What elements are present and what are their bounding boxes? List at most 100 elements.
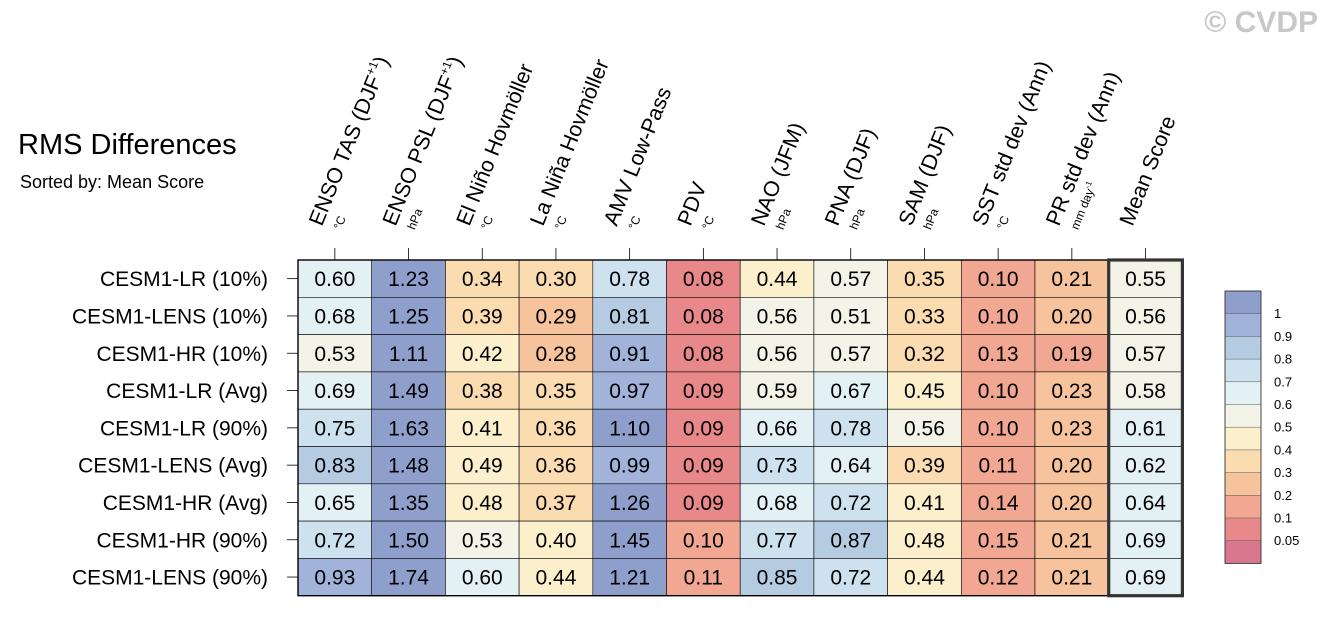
heatmap-cell <box>1108 520 1183 559</box>
cell-value: 0.08 <box>683 305 724 328</box>
row-label: CESM1-HR (10%) <box>96 343 268 366</box>
heatmap-cell <box>960 334 1036 373</box>
colorbar-label: 0.1 <box>1274 511 1292 526</box>
cell-value: 0.41 <box>904 492 945 515</box>
colorbar-segment <box>1225 291 1261 314</box>
cell-value: 0.28 <box>536 343 577 366</box>
cell-value: 1.50 <box>388 529 429 552</box>
heatmap-cell <box>297 558 372 597</box>
cell-value: 1.26 <box>609 492 650 515</box>
heatmap-cell <box>739 296 815 335</box>
column-label: PDV°C <box>673 178 718 231</box>
heatmap-cell <box>813 483 888 522</box>
heatmap-cell <box>518 296 594 335</box>
heatmap-cell <box>1034 371 1109 410</box>
heatmap-cell <box>813 558 888 597</box>
cell-value: 0.21 <box>1051 567 1092 590</box>
column-label-main: La Niña Hovmöller <box>525 56 614 229</box>
cell-value: 0.08 <box>683 343 724 366</box>
row-labels: CESM1-LR (10%) CESM1-LENS (10%) CESM1-HR (… <box>72 268 298 590</box>
row-label: CESM1-HR (Avg) <box>103 492 268 515</box>
heatmap-cell <box>371 371 446 410</box>
cell-value: 1.49 <box>388 380 429 403</box>
cell-value: 0.67 <box>830 380 871 403</box>
cell-value: 0.69 <box>1125 567 1166 590</box>
colorbar-label: 0.2 <box>1274 488 1292 503</box>
colorbar-segment <box>1225 472 1261 496</box>
column-label: NAO (JFM)hPa <box>746 119 809 231</box>
cell-value: 0.20 <box>1051 492 1092 515</box>
cell-value: 0.30 <box>536 268 577 291</box>
column-label-text: AMV Low-Pass <box>599 84 676 229</box>
row-label: CESM1-HR (90%) <box>96 529 268 552</box>
heatmap-cell <box>813 259 888 298</box>
cell-value: 0.10 <box>978 305 1019 328</box>
colorbar-label: 0.8 <box>1274 352 1292 367</box>
chart-subtitle: Sorted by: Mean Score <box>20 172 205 192</box>
cell-value: 0.68 <box>757 492 798 515</box>
cell-value: 0.09 <box>683 455 724 478</box>
colorbar-frame <box>1224 290 1262 564</box>
cell-value: 0.09 <box>683 417 724 440</box>
column-label-text: PNA (DJF) <box>820 125 881 229</box>
column-unit-superscript: -1 <box>1083 179 1094 189</box>
cell-value: 0.75 <box>314 417 355 440</box>
row-label: CESM1-LR (10%) <box>100 268 268 291</box>
heatmap-cell <box>518 446 594 485</box>
cell-value: 0.45 <box>904 380 945 403</box>
cell-value: 0.81 <box>609 305 650 328</box>
cell-value: 0.37 <box>536 492 577 515</box>
heatmap-cell <box>592 520 667 559</box>
cell-value: 0.19 <box>1051 343 1092 366</box>
cell-value: 0.40 <box>536 529 577 552</box>
column-label-superscript: +1 <box>437 59 455 77</box>
cell-value: 0.56 <box>904 417 945 440</box>
cell-value: 1.45 <box>609 529 650 552</box>
cell-value: 0.64 <box>830 455 871 478</box>
colorbar-label: 1 <box>1274 306 1281 321</box>
heatmap-cell <box>1034 408 1109 447</box>
heatmap-cell <box>739 520 815 559</box>
cell-value: 0.39 <box>904 455 945 478</box>
cell-value: 0.41 <box>462 417 503 440</box>
column-unit-text: °C <box>626 213 644 231</box>
colorbar-label: 0.4 <box>1274 442 1292 457</box>
cell-value: 0.10 <box>978 380 1019 403</box>
heatmap-cell <box>592 558 667 597</box>
cell-value: 1.63 <box>388 417 429 440</box>
column-label: SAM (DJF)hPa <box>894 121 956 231</box>
cell-value: 0.57 <box>830 343 871 366</box>
cell-value: 0.53 <box>314 343 355 366</box>
cell-value: 1.25 <box>388 305 429 328</box>
chart-title: RMS Differences <box>18 129 237 161</box>
highlight-column-box <box>1107 258 1184 598</box>
colorbar-segment <box>1225 495 1261 518</box>
cell-value: 0.10 <box>978 417 1019 440</box>
cell-value: 0.39 <box>462 305 503 328</box>
heatmap-cell <box>518 520 594 559</box>
heatmap-cell <box>666 408 741 447</box>
cell-value: 0.64 <box>1125 492 1166 515</box>
heatmap-cell <box>887 296 962 335</box>
column-label-text: ENSO TAS (DJF+1) <box>303 52 394 228</box>
cell-value: 0.57 <box>1125 343 1166 366</box>
column-label-text: La Niña Hovmöller <box>525 56 614 229</box>
colorbar-segment <box>1225 313 1261 337</box>
cell-value: 0.60 <box>462 567 503 590</box>
heatmap-cells: 0.60 1.23 0.34 0.30 0.78 0.08 0.44 0.57 0.35 0.10… <box>297 258 1184 598</box>
cell-value: 1.10 <box>609 417 650 440</box>
cell-value: 0.93 <box>314 567 355 590</box>
cell-value: 0.55 <box>1125 268 1166 291</box>
cell-value: 0.12 <box>978 567 1019 590</box>
heatmap-cell <box>813 296 888 335</box>
heatmap-cell <box>666 520 741 559</box>
colorbar-label: 0.5 <box>1274 420 1292 435</box>
heatmap-cell <box>1034 483 1109 522</box>
column-unit: °C <box>626 213 644 231</box>
row-label: CESM1-LR (Avg) <box>106 380 268 403</box>
colorbar-segment <box>1225 381 1261 405</box>
heatmap-cell <box>666 483 741 522</box>
heatmap-cell <box>739 558 815 597</box>
cell-value: 0.44 <box>904 567 945 590</box>
